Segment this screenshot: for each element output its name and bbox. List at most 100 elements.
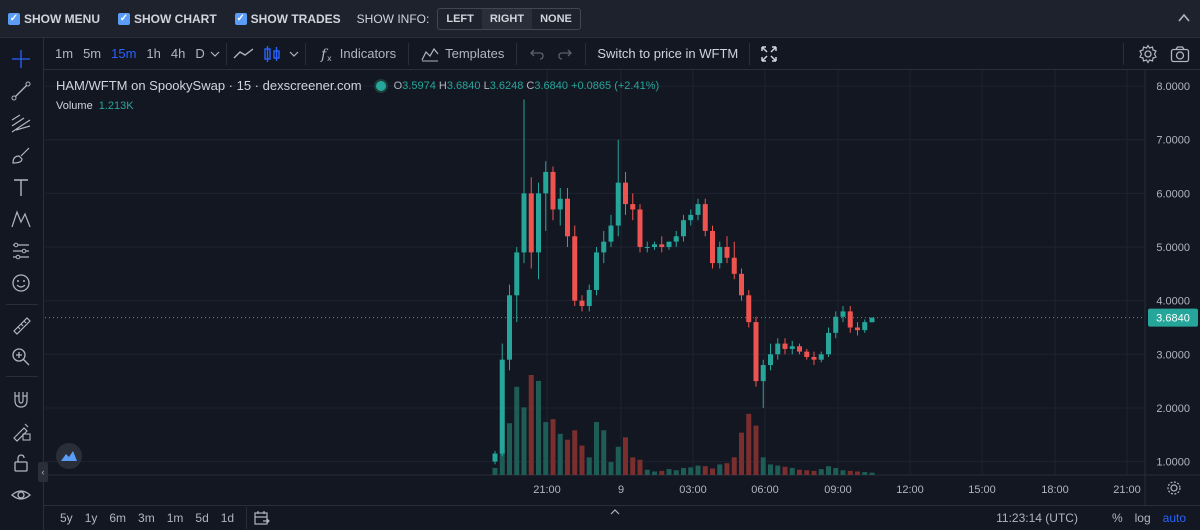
candle-body[interactable] bbox=[550, 171, 556, 210]
fib-tool-icon[interactable] bbox=[10, 112, 32, 134]
candle-body[interactable] bbox=[594, 252, 599, 290]
candle-body[interactable] bbox=[652, 244, 657, 248]
line-chart-icon[interactable] bbox=[233, 46, 255, 62]
redo-icon[interactable] bbox=[557, 47, 573, 61]
candle-body[interactable] bbox=[499, 359, 505, 454]
magnet-icon[interactable] bbox=[10, 388, 32, 410]
axis-settings-gear-icon[interactable] bbox=[1167, 481, 1181, 495]
candle-body[interactable] bbox=[789, 346, 795, 349]
undo-icon[interactable] bbox=[529, 47, 545, 61]
show-trades-checkbox[interactable]: ✓ SHOW TRADES bbox=[234, 12, 341, 26]
range-3m[interactable]: 3m bbox=[138, 511, 155, 525]
candle-body[interactable] bbox=[702, 204, 708, 231]
candle-body[interactable] bbox=[536, 193, 541, 253]
candle-body[interactable] bbox=[514, 252, 520, 296]
info-right-option[interactable]: RIGHT bbox=[481, 8, 533, 29]
candle-body[interactable] bbox=[710, 230, 715, 264]
candle-body[interactable] bbox=[492, 453, 498, 462]
settings-gear-icon[interactable] bbox=[1138, 44, 1158, 64]
candle-body[interactable] bbox=[753, 322, 759, 382]
candle-body[interactable] bbox=[659, 244, 665, 248]
candle-body[interactable] bbox=[666, 241, 672, 248]
range-5d[interactable]: 5d bbox=[195, 511, 209, 525]
eye-icon[interactable] bbox=[10, 484, 32, 506]
lock-icon[interactable] bbox=[10, 452, 32, 474]
candle-body[interactable] bbox=[695, 204, 701, 215]
percent-toggle[interactable]: % bbox=[1111, 511, 1123, 525]
range-1m[interactable]: 1m bbox=[166, 511, 184, 525]
chevron-up-icon[interactable] bbox=[610, 508, 620, 516]
candle-body[interactable] bbox=[724, 247, 730, 258]
candle-body[interactable] bbox=[644, 247, 650, 249]
candle-body[interactable] bbox=[601, 241, 607, 253]
candle-body[interactable] bbox=[768, 354, 773, 366]
candle-body[interactable] bbox=[681, 220, 686, 237]
lock-drawing-icon[interactable] bbox=[10, 420, 32, 442]
candle-body[interactable] bbox=[673, 236, 679, 242]
auto-scale-toggle[interactable]: auto bbox=[1162, 511, 1186, 525]
brush-icon[interactable] bbox=[10, 144, 32, 166]
candle-body[interactable] bbox=[804, 351, 810, 357]
candle-body[interactable] bbox=[782, 343, 788, 349]
goto-date-icon[interactable] bbox=[253, 510, 271, 526]
candle-body[interactable] bbox=[731, 257, 737, 274]
interval-d[interactable]: D bbox=[195, 46, 205, 61]
candle-body[interactable] bbox=[818, 354, 824, 360]
fullscreen-icon[interactable] bbox=[760, 45, 778, 63]
show-chart-checkbox[interactable]: ✓ SHOW CHART bbox=[118, 12, 217, 26]
trend-line-icon[interactable] bbox=[10, 80, 32, 102]
candle-body[interactable] bbox=[717, 247, 723, 264]
candle-body[interactable] bbox=[855, 327, 860, 331]
templates-button[interactable]: Templates bbox=[415, 46, 510, 62]
candle-body[interactable] bbox=[797, 346, 802, 352]
candle-body[interactable] bbox=[840, 311, 846, 317]
symbol-title[interactable]: HAM/WFTM on SpookySwap · 15 · dexscreene… bbox=[56, 78, 362, 93]
candlestick-icon[interactable] bbox=[261, 45, 283, 63]
candle-body[interactable] bbox=[528, 193, 534, 253]
interval-1h[interactable]: 1h bbox=[146, 46, 161, 61]
interval-1m[interactable]: 1m bbox=[55, 46, 74, 61]
volume-legend[interactable]: Volume 1.213K bbox=[56, 100, 134, 112]
interval-15m[interactable]: 15m bbox=[111, 46, 137, 61]
collapse-toolbar-button[interactable]: ‹ bbox=[38, 462, 48, 482]
candle-body[interactable] bbox=[615, 182, 621, 226]
candle-body[interactable] bbox=[572, 236, 578, 301]
candle-body[interactable] bbox=[586, 289, 592, 307]
interval-5m[interactable]: 5m bbox=[83, 46, 102, 61]
candle-body[interactable] bbox=[847, 311, 853, 328]
text-icon[interactable] bbox=[10, 176, 32, 198]
price-axis[interactable] bbox=[1145, 70, 1200, 505]
candle-body[interactable] bbox=[869, 317, 875, 323]
candle-body[interactable] bbox=[608, 225, 614, 242]
range-6m[interactable]: 6m bbox=[109, 511, 127, 525]
range-1y[interactable]: 1y bbox=[84, 511, 98, 525]
candle-body[interactable] bbox=[862, 322, 868, 331]
info-none-option[interactable]: NONE bbox=[540, 12, 572, 25]
candle-body[interactable] bbox=[565, 198, 570, 237]
prediction-icon[interactable] bbox=[10, 240, 32, 262]
chevron-up-icon[interactable] bbox=[1178, 12, 1190, 24]
candle-body[interactable] bbox=[775, 343, 781, 355]
info-left-option[interactable]: LEFT bbox=[446, 12, 474, 25]
ruler-icon[interactable] bbox=[10, 314, 32, 336]
utc-clock[interactable]: 11:23:14 (UTC) bbox=[996, 511, 1078, 525]
dexscreener-logo[interactable] bbox=[56, 443, 82, 469]
candle-body[interactable] bbox=[688, 214, 694, 221]
candle-body[interactable] bbox=[557, 198, 563, 210]
emoji-icon[interactable] bbox=[10, 272, 32, 294]
log-toggle[interactable]: log bbox=[1134, 511, 1151, 525]
candle-body[interactable] bbox=[826, 332, 831, 355]
zoom-in-icon[interactable] bbox=[10, 346, 32, 368]
chevron-down-icon[interactable] bbox=[289, 49, 299, 59]
candle-body[interactable] bbox=[579, 300, 585, 307]
candle-body[interactable] bbox=[833, 316, 839, 333]
candle-body[interactable] bbox=[811, 356, 817, 360]
interval-4h[interactable]: 4h bbox=[170, 46, 186, 61]
candle-body[interactable] bbox=[739, 273, 744, 296]
candle-body[interactable] bbox=[760, 365, 766, 382]
candle-body[interactable] bbox=[507, 295, 512, 360]
show-menu-checkbox[interactable]: ✓ SHOW MENU bbox=[8, 12, 100, 26]
range-5y[interactable]: 5y bbox=[60, 511, 73, 525]
